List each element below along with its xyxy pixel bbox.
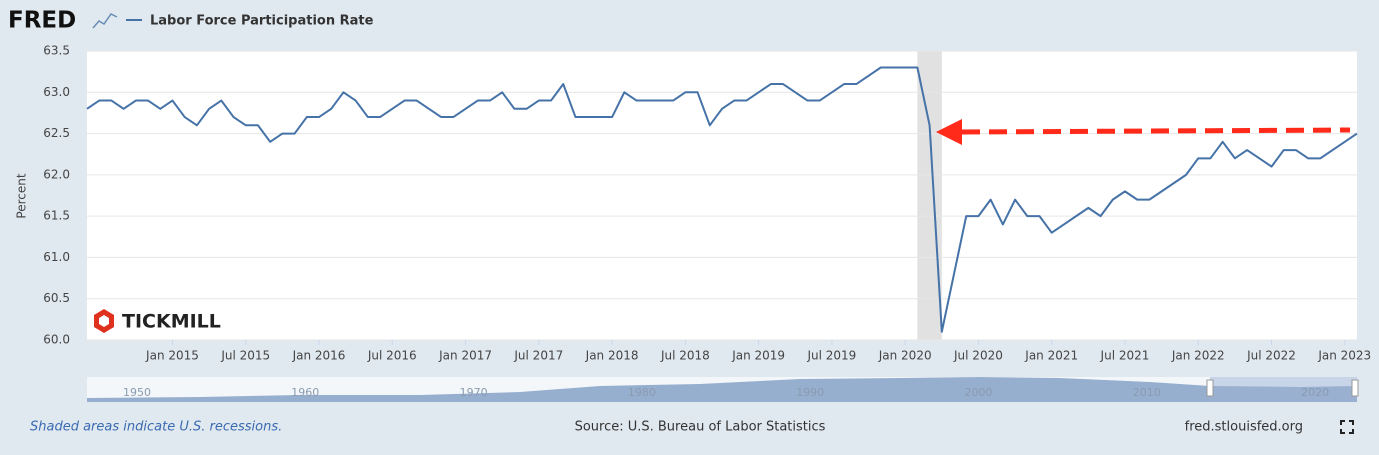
navigator-tick-label: 2010	[1133, 386, 1161, 399]
plot-layer	[86, 50, 1358, 341]
fullscreen-button[interactable]	[1340, 420, 1354, 434]
site-link[interactable]: fred.stlouisfed.org	[1185, 420, 1303, 435]
x-tick-label: Jan 2023	[1317, 349, 1371, 363]
annotation-arrowhead	[936, 119, 962, 145]
x-tick-label: Jul 2018	[660, 349, 710, 363]
y-tick-label: 61.0	[43, 250, 70, 264]
x-tick-label: Jan 2018	[585, 349, 639, 363]
x-tick-label: Jul 2017	[513, 349, 563, 363]
recession-band	[917, 51, 942, 340]
recession-note: Shaded areas indicate U.S. recessions.	[30, 420, 282, 435]
y-tick-label: 61.5	[43, 209, 70, 223]
source: Source: U.S. Bureau of Labor Statistics	[575, 420, 826, 435]
x-tick-label: Jan 2015	[145, 349, 199, 363]
x-tick-label: Jan 2016	[292, 349, 346, 363]
y-tick-label: 63.0	[43, 85, 70, 99]
logo-icon	[92, 13, 118, 29]
y-tick-label: 62.0	[43, 167, 70, 181]
y-tick-label: 62.5	[43, 126, 70, 140]
navigator-handle[interactable]	[1351, 379, 1359, 397]
navigator-handle[interactable]	[1206, 379, 1214, 397]
x-tick-label: Jan 2017	[438, 349, 492, 363]
x-tick-label: Jul 2015	[220, 349, 270, 363]
navigator-tick-label: 1970	[460, 386, 488, 399]
legend-label: Labor Force Participation Rate	[150, 14, 374, 29]
x-tick-label: Jul 2020	[953, 349, 1003, 363]
y-tick-label: 63.5	[43, 44, 70, 58]
plot-area	[87, 51, 1357, 340]
navigator-window	[1210, 377, 1357, 402]
navigator-tick-label: 1950	[123, 386, 151, 399]
x-tick-label: Jan 2021	[1024, 349, 1078, 363]
y-tick-label: 60.5	[43, 291, 70, 305]
navigator-tick-label: 2020	[1301, 386, 1329, 399]
logo: FRED	[8, 8, 76, 34]
x-tick-label: Jul 2022	[1246, 349, 1296, 363]
x-tick-label: Jul 2021	[1100, 349, 1150, 363]
y-axis-label: Percent	[15, 173, 29, 218]
series-line	[86, 66, 1358, 333]
x-tick-label: Jan 2019	[731, 349, 785, 363]
x-tick-label: Jul 2016	[367, 349, 417, 363]
navigator-tick-label: 1960	[291, 386, 319, 399]
navigator-tick-label: 1990	[796, 386, 824, 399]
x-tick-label: Jul 2019	[806, 349, 856, 363]
y-tick-label: 60.0	[43, 333, 70, 347]
navigator-area	[87, 377, 1357, 402]
watermark-icon-inner	[99, 315, 109, 327]
watermark: TICKMILL	[122, 311, 221, 333]
navigator-tick-label: 1980	[628, 386, 656, 399]
x-tick-label: Jan 2022	[1171, 349, 1225, 363]
navigator: 1950 1960 1970 1980 1990 2000 2010 2020	[87, 377, 1359, 402]
x-tick-label: Jan 2020	[878, 349, 932, 363]
navigator-tick-label: 2000	[965, 386, 993, 399]
annotation-arrow-line	[961, 127, 1351, 135]
